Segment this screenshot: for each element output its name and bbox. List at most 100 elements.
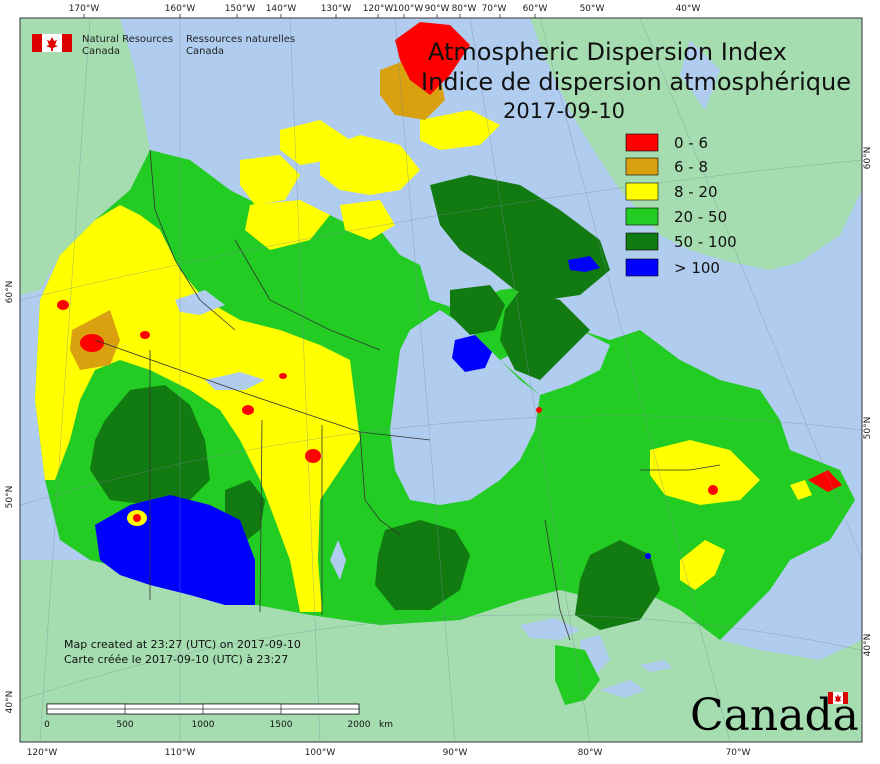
top-label: 50°W (580, 4, 605, 14)
scale-bar: 0 500 1000 1500 2000 km (44, 703, 393, 730)
bottom-labels: 120°W 110°W 100°W 90°W 80°W 70°W (27, 748, 751, 758)
spot-red-a (57, 300, 69, 310)
right-label: 40°N (863, 634, 873, 657)
scale-label: 1000 (192, 720, 215, 730)
bottom-label: 70°W (726, 748, 751, 758)
top-label: 80°W (452, 4, 477, 14)
legend-swatch (625, 157, 659, 176)
bottom-label: 80°W (578, 748, 603, 758)
top-label: 130°W (321, 4, 352, 14)
quebec-south-dark-green (575, 540, 660, 630)
wordmark-flag-icon (828, 692, 848, 704)
lake-ontario (640, 660, 672, 672)
scale-label: 0 (44, 720, 50, 730)
title-date: 2017-09-10 (503, 99, 625, 123)
legend-swatch (625, 133, 659, 152)
spot-red-f (708, 485, 718, 495)
title-fr: Indice de dispersion atmosphérique (421, 68, 851, 96)
greenland-fjord (680, 40, 720, 110)
bottom-label: 110°W (165, 748, 196, 758)
newfoundland-red (808, 470, 842, 492)
arctic-island-yellow-f (420, 110, 500, 150)
prairie-red-spot (133, 514, 141, 522)
legend-swatch (625, 207, 659, 226)
province-borders (94, 149, 721, 641)
lake-superior (520, 618, 580, 640)
nrcan-signature: Natural Resources Canada Ressources natu… (32, 34, 295, 57)
top-label: 100°W (393, 4, 424, 14)
arctic-island-yellow-d (245, 200, 330, 250)
top-label: 160°W (165, 4, 196, 14)
spot-red-g (536, 407, 542, 413)
right-label: 60°N (863, 147, 873, 170)
legend-swatch (625, 258, 659, 277)
left-labels: 60°N 50°N 40°N (5, 281, 15, 714)
arctic-island-yellow-c (240, 155, 300, 205)
bottom-label: 120°W (27, 748, 58, 758)
scale-label: 500 (116, 720, 133, 730)
great-bear-lake (175, 290, 225, 315)
left-label: 40°N (5, 691, 15, 714)
legend-label: > 100 (674, 259, 720, 277)
west-yellow (35, 205, 360, 612)
map-border (19, 17, 863, 743)
lake-erie (600, 680, 645, 698)
southern-ontario (555, 645, 600, 705)
yukon-red (80, 334, 104, 352)
legend-label: 20 - 50 (674, 208, 727, 226)
scale-unit: km (379, 720, 393, 730)
legend-label: 6 - 8 (674, 158, 708, 176)
spot-red-e (279, 373, 287, 379)
right-label: 50°N (863, 417, 873, 440)
agency-en-line1: Natural Resources (82, 34, 173, 45)
spot-red-c (242, 405, 254, 415)
top-label: 60°W (523, 4, 548, 14)
baffin-blue (568, 256, 600, 272)
alaska (20, 18, 150, 295)
hudson-bay (390, 310, 540, 505)
scale-label: 2000 (348, 720, 371, 730)
top-label: 170°W (69, 4, 100, 14)
spot-red-b (140, 331, 150, 339)
top-ticks (83, 14, 536, 18)
top-label: 90°W (425, 4, 450, 14)
arctic-island-yellow-b (320, 135, 420, 195)
bottom-label: 100°W (305, 748, 336, 758)
southampton-island (450, 285, 505, 335)
labrador-yellow (650, 440, 760, 505)
right-labels: 60°N 50°N 40°N (863, 147, 873, 657)
note-fr: Carte créée le 2017-09-10 (UTC) à 23:27 (64, 653, 288, 666)
title-en: Atmospheric Dispersion Index (428, 38, 787, 66)
legend-label: 50 - 100 (674, 233, 737, 251)
scale-label: 1500 (270, 720, 293, 730)
legend-label: 8 - 20 (674, 183, 718, 201)
ontario-dark-green (375, 520, 470, 610)
legend-swatch (625, 182, 659, 201)
baffin-island (430, 175, 610, 300)
left-label: 60°N (5, 281, 15, 304)
map-area (20, 18, 862, 742)
legend: 0 - 6 6 - 8 8 - 20 20 - 50 50 - 100 > 10… (625, 133, 737, 277)
newfoundland-yellow (790, 480, 812, 500)
southampton-blue (452, 335, 492, 372)
note-en: Map created at 23:27 (UTC) on 2017-09-10 (64, 638, 301, 651)
ellesmere-red (395, 22, 470, 95)
left-label: 50°N (5, 486, 15, 509)
top-label: 150°W (225, 4, 256, 14)
spot-red-d (305, 449, 321, 463)
maritimes-yellow (680, 540, 725, 590)
top-label: 70°W (482, 4, 507, 14)
great-slave-lake (205, 372, 265, 390)
agency-fr-line2: Canada (186, 46, 224, 57)
lake-winnipeg (330, 540, 346, 580)
united-states (20, 560, 862, 742)
legend-swatch (625, 232, 659, 251)
top-label: 140°W (266, 4, 297, 14)
quebec-blue-spot (645, 553, 651, 559)
top-labels: 170°W 160°W 150°W 140°W 130°W 120°W 100°… (69, 4, 701, 14)
canada-flag-icon (32, 34, 72, 52)
bottom-label: 90°W (443, 748, 468, 758)
greenland (530, 18, 862, 270)
